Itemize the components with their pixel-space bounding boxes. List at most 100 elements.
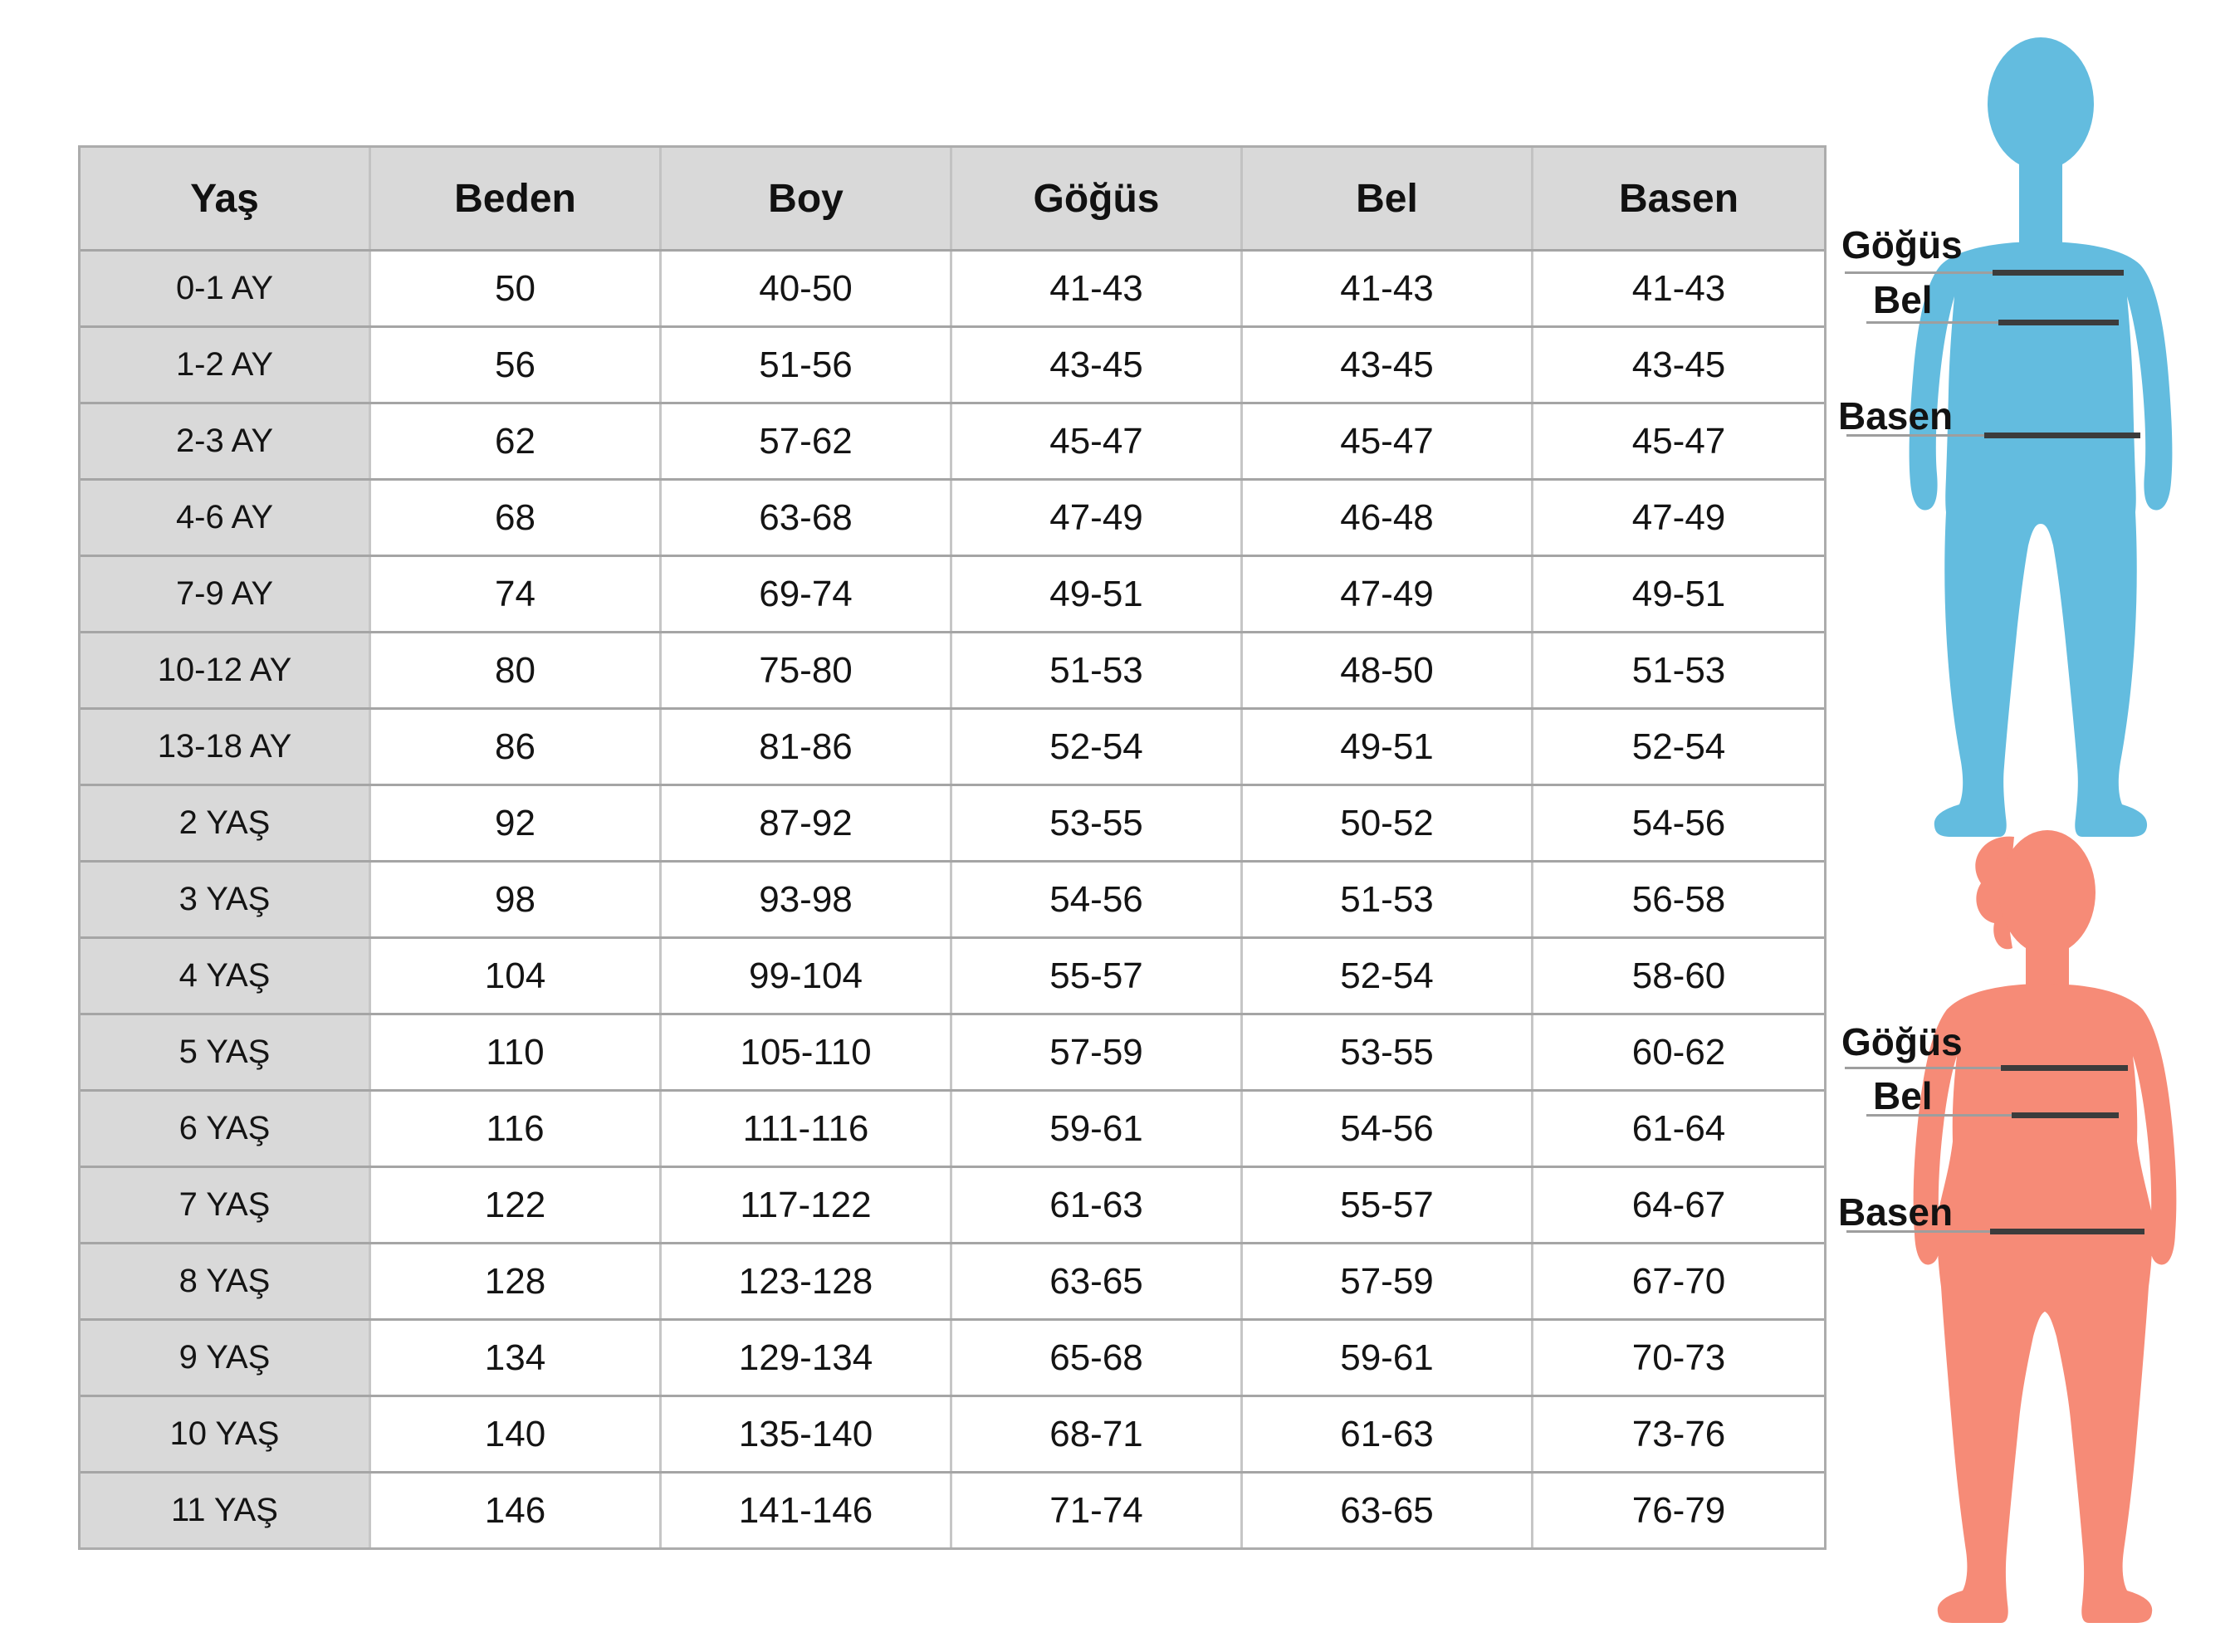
value-cell: 43-45 [1243,328,1533,402]
value-cell: 98 [371,863,662,936]
value-cell: 68-71 [952,1397,1243,1471]
value-cell: 57-59 [952,1015,1243,1089]
value-cell: 135-140 [662,1397,952,1471]
age-cell: 4-6 AY [81,481,371,555]
girl-hip-line-leader [1846,1230,1990,1233]
column-header-age: Yaş [81,148,371,249]
girl-chest-line-leader [1845,1067,2001,1069]
age-cell: 10 YAŞ [81,1397,371,1471]
value-cell: 62 [371,404,662,478]
value-cell: 128 [371,1244,662,1318]
value-cell: 51-53 [1243,863,1533,936]
girl-waist-label: Bel [1873,1074,1933,1117]
age-cell: 2 YAŞ [81,786,371,860]
age-cell: 2-3 AY [81,404,371,478]
boy-hip-line [1984,433,2140,438]
value-cell: 52-54 [952,710,1243,784]
table-row: 5 YAŞ 110 105-110 57-59 53-55 60-62 [81,1013,1824,1089]
column-header-chest: Göğüs [952,148,1243,249]
value-cell: 93-98 [662,863,952,936]
value-cell: 41-43 [952,252,1243,325]
boy-neck [2019,145,2062,253]
girl-head [1999,830,2096,955]
age-cell: 13-18 AY [81,710,371,784]
value-cell: 47-49 [1533,481,1824,555]
value-cell: 141-146 [662,1474,952,1547]
boy-chest-line-leader [1845,271,1993,274]
table-row: 10 YAŞ 140 135-140 68-71 61-63 73-76 [81,1395,1824,1471]
boy-waist-label: Bel [1873,278,1933,321]
table-row: 3 YAŞ 98 93-98 54-56 51-53 56-58 [81,860,1824,936]
table-row: 1-2 AY 56 51-56 43-45 43-45 43-45 [81,325,1824,402]
age-cell: 0-1 AY [81,252,371,325]
age-cell: 3 YAŞ [81,863,371,936]
value-cell: 47-49 [952,481,1243,555]
girl-waist-line [2012,1112,2119,1118]
girl-hip-line [1990,1229,2144,1234]
table-row: 2 YAŞ 92 87-92 53-55 50-52 54-56 [81,784,1824,860]
age-cell: 7 YAŞ [81,1168,371,1242]
table-row: 8 YAŞ 128 123-128 63-65 57-59 67-70 [81,1242,1824,1318]
value-cell: 63-65 [952,1244,1243,1318]
table-row: 7 YAŞ 122 117-122 61-63 55-57 64-67 [81,1166,1824,1242]
value-cell: 50 [371,252,662,325]
value-cell: 129-134 [662,1321,952,1395]
value-cell: 61-63 [1243,1397,1533,1471]
age-cell: 11 YAŞ [81,1474,371,1547]
value-cell: 123-128 [662,1244,952,1318]
girl-waist-line-leader [1866,1114,2012,1117]
size-table-body: 0-1 AY 50 40-50 41-43 41-43 41-43 1-2 AY 56 51-5… [81,249,1824,1547]
girl-chest-line [2001,1065,2128,1071]
column-header-hip: Basen [1618,176,1739,221]
boy-chest-line [1993,270,2124,276]
value-cell: 49-51 [1533,557,1824,631]
boy-hip-line-leader [1846,434,1984,437]
value-cell: 46-48 [1243,481,1533,555]
value-cell: 86 [371,710,662,784]
value-cell: 45-47 [1533,404,1824,478]
boy-head [1988,37,2094,170]
value-cell: 41-43 [1533,252,1824,325]
value-cell: 55-57 [1243,1168,1533,1242]
value-cell: 146 [371,1474,662,1547]
age-cell: 8 YAŞ [81,1244,371,1318]
boy-body [1909,242,2173,837]
value-cell: 104 [371,939,662,1013]
value-cell: 80 [371,633,662,707]
value-cell: 45-47 [1243,404,1533,478]
value-cell: 122 [371,1168,662,1242]
size-chart-table: Yaş Beden Boy Göğüs Bel Basen 0-1 AY 50 40… [78,145,1827,1550]
value-cell: 49-51 [1243,710,1533,784]
value-cell: 110 [371,1015,662,1089]
value-cell: 52-54 [1243,939,1533,1013]
value-cell: 52-54 [1533,710,1824,784]
table-row: 4 YAŞ 104 99-104 55-57 52-54 58-60 [81,936,1824,1013]
table-row: 2-3 AY 62 57-62 45-47 45-47 45-47 [81,402,1824,478]
value-cell: 81-86 [662,710,952,784]
value-cell: 47-49 [1243,557,1533,631]
table-row: 9 YAŞ 134 129-134 65-68 59-61 70-73 [81,1318,1824,1395]
value-cell: 63-65 [1243,1474,1533,1547]
value-cell: 54-56 [1243,1092,1533,1166]
value-cell: 87-92 [662,786,952,860]
value-cell: 51-53 [952,633,1243,707]
value-cell: 71-74 [952,1474,1243,1547]
value-cell: 69-74 [662,557,952,631]
value-cell: 54-56 [1533,786,1824,860]
value-cell: 43-45 [1533,328,1824,402]
value-cell: 48-50 [1243,633,1533,707]
value-cell: 61-63 [952,1168,1243,1242]
table-row: 10-12 AY 80 75-80 51-53 48-50 51-53 [81,631,1824,707]
value-cell: 53-55 [952,786,1243,860]
age-cell: 10-12 AY [81,633,371,707]
girl-body [1913,984,2177,1623]
value-cell: 67-70 [1533,1244,1824,1318]
table-row: 7-9 AY 74 69-74 49-51 47-49 49-51 [81,555,1824,631]
value-cell: 63-68 [662,481,952,555]
boy-chest-label: Göğüs [1841,223,1963,266]
value-cell: 116 [371,1092,662,1166]
value-cell: 50-52 [1243,786,1533,860]
value-cell: 54-56 [952,863,1243,936]
value-cell: 59-61 [952,1092,1243,1166]
